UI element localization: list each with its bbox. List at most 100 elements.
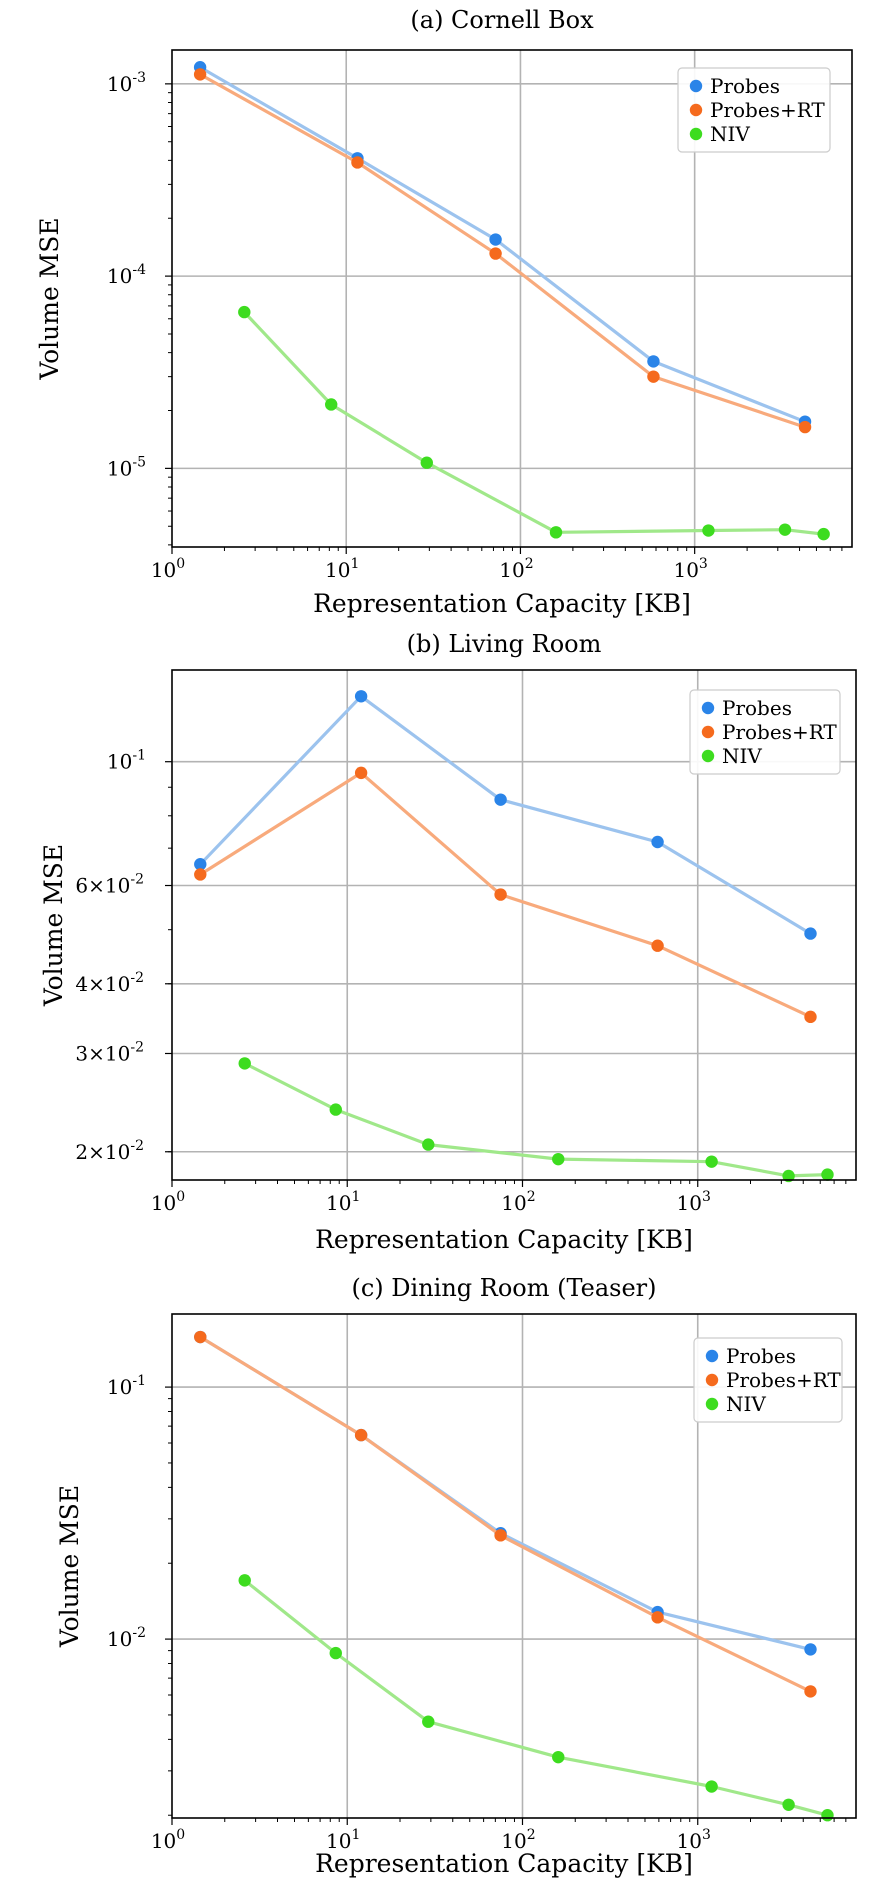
data-point <box>804 927 817 940</box>
chart-title: (a) Cornell Box <box>410 6 594 34</box>
grid <box>172 1314 856 1818</box>
data-point <box>494 1529 507 1542</box>
x-tick-label: 102 <box>499 556 533 582</box>
y-tick-label: 6×10-2 <box>75 872 144 898</box>
data-point <box>489 247 502 260</box>
plot-frame <box>171 1313 857 1819</box>
data-point <box>351 156 364 169</box>
y-tick-exponent: -1 <box>132 1373 146 1389</box>
data-point <box>821 1809 834 1822</box>
series-niv <box>238 305 830 541</box>
legend-marker <box>689 127 703 141</box>
x-tick-label: 103 <box>677 1827 711 1853</box>
x-tick-exponent: 2 <box>527 1827 536 1843</box>
y-tick-exponent: -2 <box>130 970 144 986</box>
y-tick-exponent: -3 <box>132 70 146 86</box>
data-point <box>647 370 660 383</box>
data-point <box>238 305 251 319</box>
data-point <box>702 524 715 537</box>
y-axis-label: Volume MSE <box>39 844 68 1007</box>
x-tick-label: 101 <box>326 1189 360 1215</box>
series-probes-rt <box>194 766 817 1024</box>
y-tick-base: 10 <box>107 72 132 96</box>
chart-title: (c) Dining Room (Teaser) <box>351 1274 656 1302</box>
legend-label: Probes <box>726 1344 796 1368</box>
legend-marker <box>705 1373 719 1387</box>
legend-label: NIV <box>710 122 750 146</box>
legend-box <box>693 1337 843 1423</box>
legend-marker <box>689 79 703 93</box>
y-tick-label: 10-1 <box>107 1373 146 1399</box>
data-point <box>552 1750 565 1764</box>
data-point <box>238 1574 251 1587</box>
data-point <box>489 233 502 246</box>
legend-label: Probes+RT <box>726 1368 841 1392</box>
data-point <box>354 1428 368 1442</box>
x-tick-base: 10 <box>501 1829 526 1853</box>
legend-marker <box>701 701 715 715</box>
data-point <box>420 456 433 469</box>
legend-marker <box>705 1397 719 1411</box>
data-point <box>782 1169 795 1183</box>
data-point <box>782 1798 795 1811</box>
x-tick-label: 100 <box>151 1827 185 1853</box>
x-tick-exponent: 0 <box>176 556 185 572</box>
x-tick-base: 10 <box>673 558 698 582</box>
legend-box <box>689 689 841 775</box>
data-point <box>778 523 792 536</box>
x-tick-base: 10 <box>151 558 176 582</box>
data-point <box>194 858 207 871</box>
y-tick-label: 2×10-2 <box>75 1138 144 1164</box>
y-tick-base: 2×10 <box>75 1140 130 1164</box>
data-point <box>194 1330 207 1344</box>
data-point <box>494 793 507 806</box>
x-axis-label: Representation Capacity [KB] <box>315 1225 693 1254</box>
series-niv <box>238 1574 834 1822</box>
data-point <box>494 888 507 901</box>
y-tick-label: 4×10-2 <box>75 970 144 996</box>
y-tick-label: 10-1 <box>107 748 146 774</box>
data-point <box>238 1057 251 1070</box>
y-tick-exponent: -2 <box>130 1039 144 1055</box>
x-tick-exponent: 0 <box>176 1827 185 1843</box>
x-tick-exponent: 1 <box>352 1189 361 1205</box>
y-tick-exponent: -5 <box>132 454 146 470</box>
legend-label: NIV <box>726 1392 766 1416</box>
x-tick-exponent: 3 <box>699 556 708 572</box>
data-point <box>354 766 368 780</box>
y-tick-base: 3×10 <box>75 1041 130 1065</box>
plot-frame <box>171 49 853 548</box>
data-point <box>193 68 207 81</box>
legend-marker <box>701 749 715 763</box>
y-tick-base: 10 <box>107 750 132 774</box>
legend-box <box>677 67 831 153</box>
x-tick-base: 10 <box>325 558 350 582</box>
y-tick-exponent: -1 <box>132 748 146 764</box>
y-tick-label: 10-3 <box>107 70 146 96</box>
x-tick-exponent: 3 <box>702 1827 711 1843</box>
series-line <box>243 1579 828 1817</box>
x-axis-label: Representation Capacity [KB] <box>315 1849 693 1878</box>
y-tick-base: 10 <box>107 456 132 480</box>
data-point <box>804 1010 817 1024</box>
y-tick-exponent: -2 <box>130 1138 144 1154</box>
data-point <box>817 527 830 541</box>
y-tick-label: 10-5 <box>107 454 146 480</box>
x-tick-label: 102 <box>501 1827 535 1853</box>
y-tick-base: 4×10 <box>75 972 130 996</box>
x-tick-label: 101 <box>325 556 359 582</box>
series-line <box>243 311 824 536</box>
data-point <box>194 868 207 881</box>
data-point <box>804 1643 817 1656</box>
x-tick-exponent: 3 <box>702 1189 711 1205</box>
legend-label: Probes+RT <box>710 98 825 122</box>
data-point <box>354 690 368 703</box>
x-tick-exponent: 2 <box>527 1189 536 1205</box>
legend-label: Probes <box>722 696 792 720</box>
x-tick-exponent: 1 <box>352 1827 361 1843</box>
data-point <box>647 355 660 368</box>
x-tick-base: 10 <box>677 1829 702 1853</box>
x-tick-base: 10 <box>499 558 524 582</box>
